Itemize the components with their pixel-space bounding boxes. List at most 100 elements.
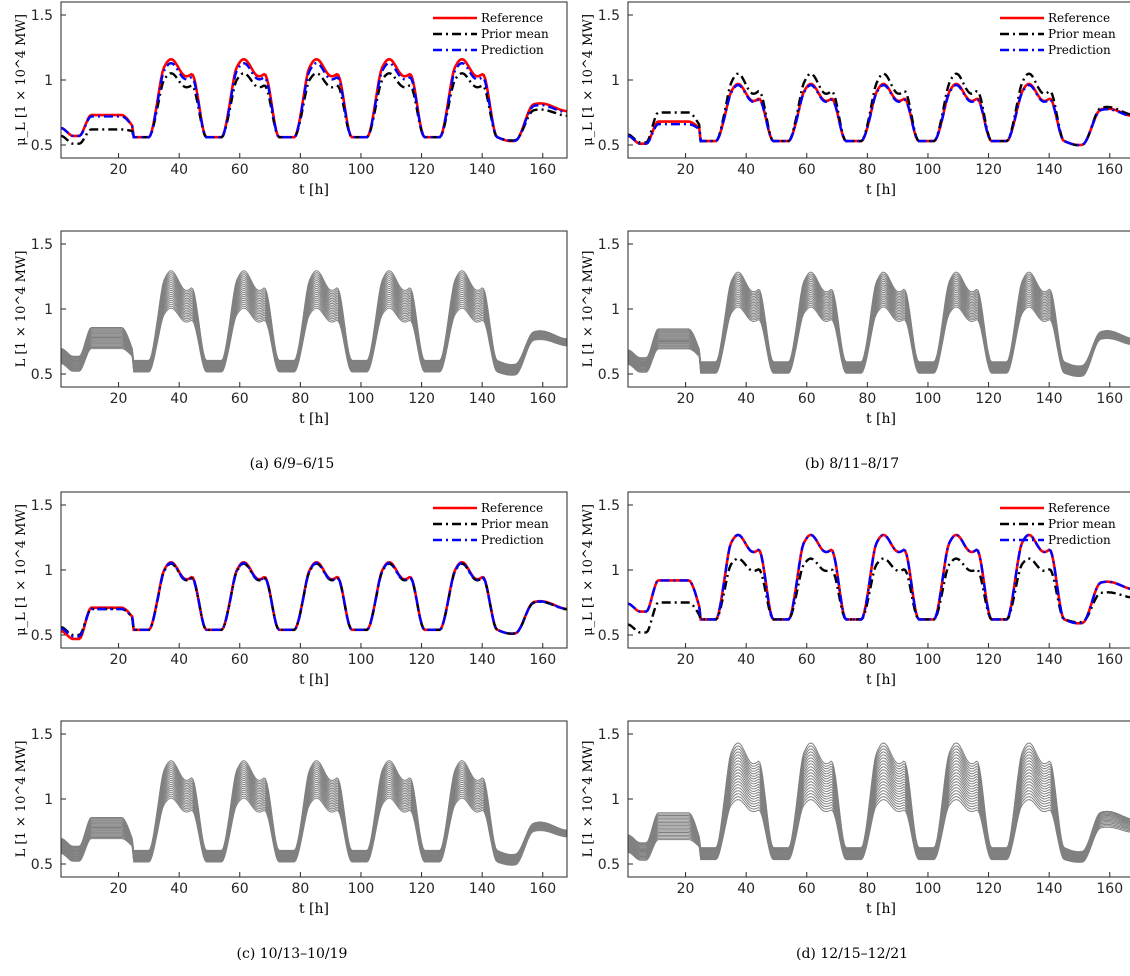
x-tick-label: 120: [975, 162, 1002, 178]
series-line-reference: [628, 533, 1130, 625]
sample-line: [628, 784, 1130, 861]
sample-line: [628, 796, 1130, 863]
series-line-prediction: [61, 561, 567, 638]
y-axis-label: L [1 × 10^4 MW]: [581, 741, 596, 858]
series-group: [61, 57, 567, 145]
y-tick-label: 0.5: [598, 857, 620, 873]
plot-frame: [627, 720, 1130, 878]
sample-line: [61, 779, 567, 861]
sample-line: [628, 293, 1130, 374]
y-tick-label: 1.5: [31, 8, 53, 24]
y-tick-label: 1.5: [598, 498, 620, 514]
x-tick-label: 160: [1096, 391, 1123, 407]
series-line-reference: [61, 57, 567, 143]
sample-line: [628, 742, 1130, 853]
x-tick-label: 80: [858, 881, 876, 897]
sample-line: [61, 278, 567, 368]
legend-label: Prediction: [481, 43, 544, 57]
x-tick-label: 80: [858, 391, 876, 407]
y-axis-label: μ_L [1 × 10^4 MW]: [14, 504, 29, 636]
x-tick-label: 60: [231, 162, 249, 178]
legend: Reference Prior mean Prediction: [1000, 501, 1116, 547]
chart-panel-b-samples: 20 40 60 80 100 120 140 160 0.5 1 1.5 t [h] L [1 × 1…: [581, 230, 1130, 427]
x-tick-label: 140: [469, 162, 496, 178]
sample-line: [628, 295, 1130, 374]
x-tick-label: 60: [798, 652, 816, 668]
sample-line: [61, 772, 567, 859]
sample-line: [61, 770, 567, 858]
x-tick-label: 140: [1036, 162, 1063, 178]
y-tick-label: 1: [44, 792, 53, 808]
sample-line: [61, 795, 567, 866]
sample-line: [628, 277, 1130, 369]
x-tick-label: 100: [915, 162, 942, 178]
legend-label: Prior mean: [1048, 27, 1116, 41]
x-tick-label: 100: [348, 652, 375, 668]
sample-line: [61, 766, 567, 857]
x-tick-label: 100: [348, 391, 375, 407]
series-group: [628, 271, 1130, 377]
legend: Reference Prior mean Prediction: [433, 501, 549, 547]
legend-label: Prior mean: [481, 517, 549, 531]
sample-line: [61, 289, 567, 371]
legend-label: Prediction: [1048, 533, 1111, 547]
x-tick-label: 40: [737, 391, 755, 407]
y-tick-label: 0.5: [31, 367, 53, 383]
legend-label: Prior mean: [1048, 517, 1116, 531]
x-tick-label: 20: [110, 162, 128, 178]
sample-line: [628, 775, 1130, 859]
sample-line: [61, 276, 567, 367]
sample-line: [61, 773, 567, 860]
x-tick-label: 20: [110, 391, 128, 407]
caption-a: (a) 6/9–6/15: [250, 456, 335, 472]
x-tick-label: 100: [348, 881, 375, 897]
x-axis-label: t [h]: [299, 901, 329, 917]
sample-line: [628, 766, 1130, 857]
sample-line: [628, 751, 1130, 855]
sample-line: [61, 293, 567, 372]
y-tick-label: 0.5: [31, 138, 53, 154]
x-tick-label: 40: [737, 881, 755, 897]
y-axis-label: μ_L [1 × 10^4 MW]: [581, 504, 596, 636]
x-tick-label: 20: [110, 881, 128, 897]
y-tick-label: 1: [44, 302, 53, 318]
sample-line: [61, 301, 567, 375]
series-line-prior-mean: [61, 72, 567, 145]
x-tick-label: 100: [915, 652, 942, 668]
sample-line: [61, 760, 567, 855]
x-axis-label: t [h]: [299, 672, 329, 688]
sample-line: [61, 768, 567, 858]
sample-line: [61, 295, 567, 373]
plot-frame: [60, 491, 568, 649]
plot-frame: [60, 230, 568, 388]
y-tick-label: 1.5: [31, 727, 53, 743]
x-tick-label: 160: [1096, 881, 1123, 897]
x-tick-label: 80: [858, 162, 876, 178]
legend-label: Prediction: [1048, 43, 1111, 57]
y-tick-label: 0.5: [598, 628, 620, 644]
x-tick-label: 120: [975, 391, 1002, 407]
legend: Reference Prior mean Prediction: [433, 11, 549, 57]
x-tick-label: 140: [469, 652, 496, 668]
sample-line: [628, 748, 1130, 854]
sample-line: [61, 777, 567, 861]
y-axis-label: L [1 × 10^4 MW]: [14, 741, 29, 858]
series-group: [628, 533, 1130, 634]
x-tick-label: 120: [408, 162, 435, 178]
x-tick-label: 60: [798, 162, 816, 178]
x-tick-label: 20: [677, 652, 695, 668]
y-tick-label: 1: [44, 563, 53, 579]
sample-line: [61, 280, 567, 368]
plot-frame: [60, 720, 568, 878]
x-axis-label: t [h]: [866, 411, 896, 427]
sample-line: [61, 291, 567, 372]
y-tick-label: 0.5: [598, 367, 620, 383]
x-tick-label: 40: [737, 652, 755, 668]
x-tick-label: 100: [915, 391, 942, 407]
y-axis-label: μ_L [1 × 10^4 MW]: [14, 14, 29, 146]
sample-line: [61, 274, 567, 367]
sample-line: [628, 273, 1130, 367]
sample-line: [61, 789, 567, 864]
sample-line: [61, 307, 567, 376]
